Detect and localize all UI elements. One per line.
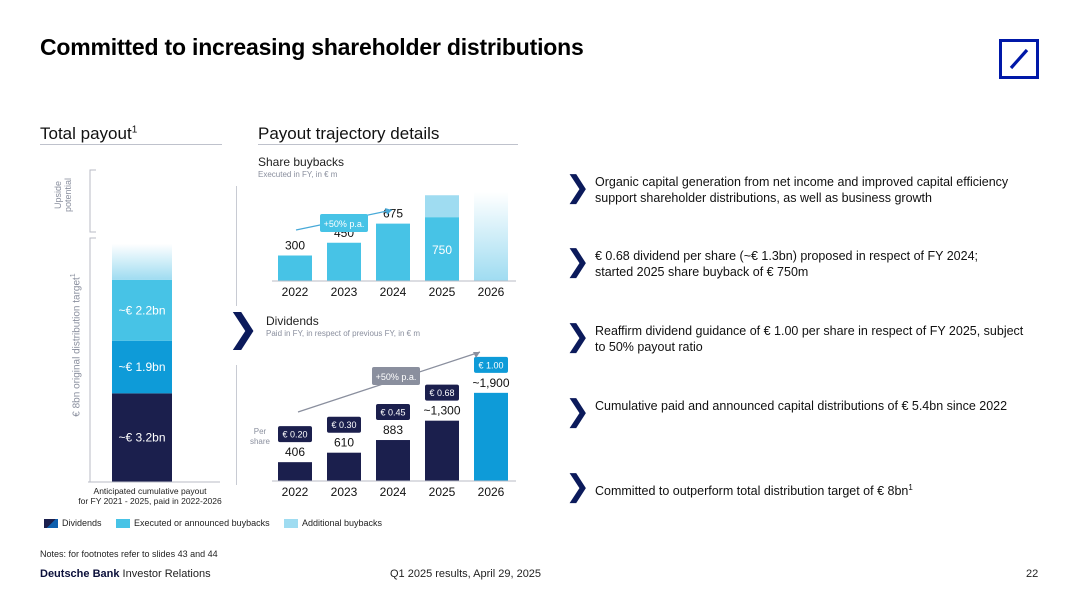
chevron-right-icon: ❯ bbox=[565, 395, 591, 428]
buyback-value-label: 750 bbox=[432, 243, 452, 257]
per-share-label: € 0.68 bbox=[429, 388, 454, 398]
legend-item-additional: Additional buybacks bbox=[284, 518, 382, 529]
target-label: € 8bn original distribution target1 bbox=[70, 273, 83, 417]
divider bbox=[40, 144, 222, 145]
divider bbox=[258, 144, 518, 145]
chevron-right-icon: ❯ bbox=[565, 470, 591, 503]
legend-swatch bbox=[116, 519, 130, 529]
per-share-label: € 1.00 bbox=[478, 360, 503, 370]
dividend-bar bbox=[425, 420, 459, 481]
dividend-value-label: 406 bbox=[285, 445, 305, 459]
legend-item-dividends: Dividends bbox=[44, 518, 102, 529]
per-share-label: € 0.30 bbox=[331, 420, 356, 430]
per-share-caption: Per bbox=[254, 427, 267, 436]
year-tick-label: 2023 bbox=[331, 485, 358, 499]
deutsche-bank-logo bbox=[999, 39, 1039, 79]
growth-chip-label: +50% p.a. bbox=[376, 372, 417, 382]
buybacks-subtitle: Executed in FY, in € m bbox=[258, 170, 338, 179]
chevron-right-icon: ❯ bbox=[227, 308, 259, 350]
year-tick-label: 2023 bbox=[331, 285, 358, 299]
buybacks-chart: 300 2022 450 2023 675 2024 750 2025 2026 +50% p.a… bbox=[258, 180, 520, 305]
buyback-bar bbox=[327, 242, 361, 281]
total-bar-upside-segment bbox=[112, 243, 172, 280]
year-tick-label: 2026 bbox=[478, 485, 505, 499]
year-tick-label: 2022 bbox=[282, 485, 309, 499]
per-share-label: € 0.20 bbox=[282, 430, 307, 440]
growth-chip bbox=[320, 214, 368, 232]
total-bar-label: ~€ 3.2bn bbox=[118, 431, 165, 445]
year-tick-label: 2025 bbox=[429, 285, 456, 299]
year-tick-label: 2025 bbox=[429, 485, 456, 499]
per-share-chip bbox=[425, 384, 459, 401]
buybacks-title: Share buybacks bbox=[258, 155, 345, 169]
year-tick-label: 2024 bbox=[380, 285, 407, 299]
bullet-text: Organic capital generation from net inco… bbox=[595, 175, 1009, 205]
per-share-chip bbox=[278, 426, 312, 443]
total-bar-label: ~€ 1.9bn bbox=[118, 360, 165, 374]
total-payout-chart: ~€ 3.2bn ~€ 1.9bn ~€ 2.2bn bbox=[40, 150, 240, 510]
dividend-value-label: ~1,300 bbox=[423, 404, 460, 418]
per-share-label: € 0.45 bbox=[380, 408, 405, 418]
growth-arrowhead bbox=[385, 208, 392, 215]
dividend-value-label: 610 bbox=[334, 436, 354, 450]
growth-chip-label: +50% p.a. bbox=[324, 219, 365, 229]
chevron-right-icon: ❯ bbox=[565, 320, 591, 353]
page-title: Committed to increasing shareholder dist… bbox=[40, 34, 584, 60]
buyback-bar-upside bbox=[474, 192, 508, 281]
buyback-bar-additional bbox=[425, 195, 459, 218]
year-tick-label: 2022 bbox=[282, 285, 309, 299]
footer-brand: Deutsche Bank Investor Relations bbox=[40, 568, 211, 580]
per-share-caption: share bbox=[250, 437, 271, 446]
dividend-bar bbox=[278, 462, 312, 481]
chevron-right-icon: ❯ bbox=[565, 245, 591, 278]
bullet-text: Cumulative paid and announced capital di… bbox=[595, 399, 1008, 413]
growth-chip bbox=[372, 367, 420, 385]
dividend-bar bbox=[376, 440, 410, 481]
legend-item-buybacks: Executed or announced buybacks bbox=[116, 518, 270, 529]
dividend-bar bbox=[474, 392, 508, 481]
total-bar-segment bbox=[112, 279, 172, 341]
dividend-value-label: ~1,900 bbox=[472, 376, 509, 390]
growth-arrowhead bbox=[473, 352, 480, 358]
dividends-chart: 406 € 0.20 2022 610 € 0.30 2023 883 € 0.45 2024 ~… bbox=[248, 340, 520, 505]
dividend-value-label: 883 bbox=[383, 423, 403, 437]
bullet-text: € 0.68 dividend per share (~€ 1.3bn) pro… bbox=[595, 249, 979, 279]
divider bbox=[236, 365, 237, 485]
upside-bracket bbox=[89, 169, 96, 233]
year-tick-label: 2024 bbox=[380, 485, 407, 499]
upside-potential-label: Upside potential bbox=[53, 177, 73, 213]
buyback-bar bbox=[278, 255, 312, 281]
year-tick-label: 2026 bbox=[478, 285, 505, 299]
dividends-title: Dividends bbox=[266, 314, 319, 328]
buyback-bar bbox=[425, 217, 459, 281]
total-bar-label: ~€ 2.2bn bbox=[118, 303, 165, 317]
page-number: 22 bbox=[1026, 568, 1039, 580]
buyback-bar bbox=[376, 223, 410, 281]
legend-swatch bbox=[44, 519, 58, 529]
chevron-right-icon: ❯ bbox=[565, 171, 591, 204]
trajectory-heading: Payout trajectory details bbox=[258, 124, 440, 143]
per-share-chip bbox=[376, 404, 410, 421]
footer-date: Q1 2025 results, April 29, 2025 bbox=[390, 568, 542, 580]
dividend-bar bbox=[327, 452, 361, 481]
per-share-chip bbox=[474, 356, 508, 373]
footnote: Notes: for footnotes refer to slides 43 … bbox=[40, 549, 218, 559]
legend-swatch bbox=[284, 519, 298, 529]
dividends-subtitle: Paid in FY, in respect of previous FY, i… bbox=[266, 329, 421, 338]
target-bracket bbox=[89, 237, 96, 483]
total-payout-heading: Total payout1 bbox=[40, 124, 138, 143]
bullet-text: Reaffirm dividend guidance of € 1.00 per… bbox=[595, 324, 1024, 354]
total-bar-segment bbox=[112, 393, 172, 482]
per-share-chip bbox=[327, 416, 361, 433]
divider bbox=[236, 186, 237, 306]
total-payout-caption: Anticipated cumulative payout for FY 202… bbox=[78, 486, 222, 506]
total-bar-segment bbox=[112, 340, 172, 394]
bullet-text: Committed to outperform total distributi… bbox=[595, 483, 913, 499]
buyback-value-label: 300 bbox=[285, 239, 305, 253]
